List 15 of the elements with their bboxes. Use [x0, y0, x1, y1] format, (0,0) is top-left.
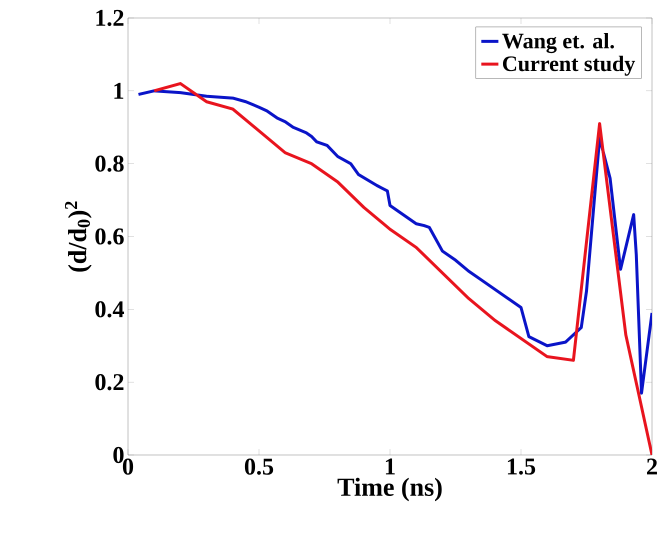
y-tick-label: 0.4: [95, 301, 124, 318]
y-tick-label: 0.8: [95, 156, 124, 172]
y-tick-label: 0.2: [95, 374, 124, 390]
y-tick-label: 0.6: [95, 228, 124, 245]
legend-label: Wang et. al.: [502, 32, 614, 54]
x-tick-label: 0.5: [244, 458, 274, 475]
x-tick-label: 2: [647, 458, 657, 474]
x-tick-label: 1: [386, 458, 395, 474]
x-axis-title: Time (ns): [338, 478, 442, 502]
y-tick-label: 0: [113, 446, 124, 464]
x-tick-label: 1.5: [508, 458, 536, 475]
legend-label: Current study: [502, 56, 636, 76]
y-axis-title: (d/d$_{0}$)$^{2}$: [64, 201, 92, 272]
y-tick-label: 1.2: [96, 10, 124, 26]
y-tick-label: 1: [114, 82, 124, 99]
